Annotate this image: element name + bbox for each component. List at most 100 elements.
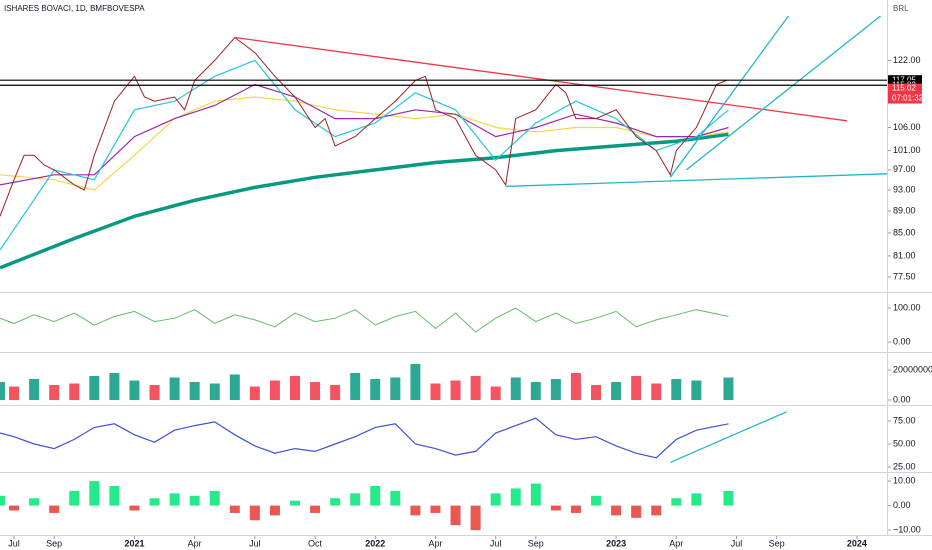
histogram-bar bbox=[289, 500, 300, 506]
histogram-bar bbox=[410, 505, 421, 516]
volume-bar bbox=[570, 372, 581, 401]
trend-line bbox=[669, 16, 790, 178]
series-line bbox=[0, 417, 729, 459]
histogram-bar bbox=[510, 488, 521, 506]
y-tick-label: 85.00 bbox=[893, 227, 916, 237]
x-tick-label: 2023 bbox=[606, 538, 626, 548]
histogram-bar bbox=[0, 495, 5, 506]
volume-bar bbox=[671, 379, 682, 401]
price-tag-label: 115.02 bbox=[892, 84, 916, 93]
y-tick-label: 97.00 bbox=[893, 164, 916, 174]
y-tick-label: 20000000.00 bbox=[893, 364, 932, 374]
volume-bar bbox=[430, 383, 441, 401]
x-tick-label: Sep bbox=[46, 538, 62, 548]
series-line bbox=[0, 96, 729, 191]
y-tick-label: 77.50 bbox=[893, 271, 916, 281]
volume-bar bbox=[350, 372, 361, 401]
trend-line bbox=[685, 16, 882, 171]
histogram-bar bbox=[229, 505, 240, 513]
volume-bar bbox=[169, 377, 180, 401]
histogram-bar bbox=[149, 498, 160, 506]
histogram-bar bbox=[631, 505, 642, 518]
volume-bar bbox=[249, 386, 260, 401]
x-tick-label: Oct bbox=[308, 538, 323, 548]
histogram-bar bbox=[723, 490, 734, 506]
x-tick-label: Jul bbox=[8, 538, 20, 548]
volume-bar bbox=[49, 385, 60, 401]
trend-line bbox=[670, 411, 787, 464]
y-tick-label: 0.00 bbox=[893, 394, 911, 404]
series-line bbox=[0, 307, 729, 333]
histogram-bar bbox=[570, 505, 581, 513]
x-tick-label: Sep bbox=[769, 538, 785, 548]
volume-bar bbox=[269, 380, 280, 401]
x-tick-label: Sep bbox=[528, 538, 544, 548]
volume-bar bbox=[89, 375, 100, 401]
chart-title: ISHARES BOVACI, 1D, BMFBOVESPA bbox=[4, 4, 145, 13]
trend-line bbox=[505, 173, 887, 188]
histogram-bar bbox=[450, 505, 461, 526]
volume-bar bbox=[189, 382, 200, 401]
x-tick-label: Apr bbox=[188, 538, 202, 548]
volume-bar bbox=[530, 382, 541, 401]
y-tick-label: 50.00 bbox=[893, 438, 916, 448]
volume-bar bbox=[109, 372, 120, 401]
volume-bar bbox=[470, 375, 481, 401]
volume-bar bbox=[0, 382, 5, 401]
volume-bar bbox=[29, 379, 40, 401]
histogram-bar bbox=[169, 493, 180, 506]
volume-bar bbox=[9, 386, 20, 401]
x-tick-label: 2021 bbox=[124, 538, 144, 548]
volume-bar bbox=[591, 385, 602, 401]
volume-bar bbox=[330, 385, 341, 401]
histogram-bar bbox=[470, 505, 481, 531]
histogram-bar bbox=[9, 505, 20, 511]
x-tick-label: Jul bbox=[249, 538, 261, 548]
y-tick-label: 25.00 bbox=[893, 461, 916, 471]
volume-bar bbox=[289, 375, 300, 401]
volume-bar bbox=[370, 379, 381, 401]
y-tick-label: 0.00 bbox=[893, 500, 911, 510]
volume-bar bbox=[510, 377, 521, 401]
currency: BRL bbox=[893, 4, 909, 13]
volume-bar bbox=[450, 380, 461, 401]
histogram-bar bbox=[691, 493, 702, 506]
x-tick-label: 2024 bbox=[847, 538, 867, 548]
histogram-bar bbox=[591, 495, 602, 506]
histogram-bar bbox=[269, 505, 280, 516]
volume-bar bbox=[229, 374, 240, 401]
volume-bar bbox=[490, 386, 501, 401]
histogram-bar bbox=[530, 483, 541, 506]
histogram-bar bbox=[550, 505, 561, 511]
histogram-bar bbox=[370, 485, 381, 506]
histogram-bar bbox=[490, 493, 501, 506]
price-tag-label: 117.05 bbox=[892, 75, 916, 84]
histogram-bar bbox=[611, 505, 622, 516]
price-tag bbox=[888, 75, 922, 86]
volume-bar bbox=[129, 380, 140, 401]
volume-bar bbox=[691, 380, 702, 401]
histogram-bar bbox=[189, 495, 200, 506]
x-tick-label: Apr bbox=[669, 538, 683, 548]
histogram-bar bbox=[109, 485, 120, 506]
y-tick-label: 81.00 bbox=[893, 250, 916, 260]
histogram-bar bbox=[129, 505, 140, 511]
histogram-bar bbox=[69, 490, 80, 506]
y-tick-label: 75.00 bbox=[893, 415, 916, 425]
y-tick-label: 0.00 bbox=[893, 336, 911, 346]
y-tick-label: 89.00 bbox=[893, 205, 916, 215]
volume-bar bbox=[651, 383, 662, 401]
histogram-bar bbox=[310, 505, 321, 513]
volume-bar bbox=[310, 382, 321, 401]
volume-bar bbox=[209, 383, 220, 401]
y-tick-label: 106.00 bbox=[893, 122, 921, 132]
volume-bar bbox=[631, 375, 642, 401]
series-line bbox=[0, 132, 729, 270]
y-tick-label: 10.00 bbox=[893, 475, 916, 485]
x-tick-label: Apr bbox=[428, 538, 442, 548]
volume-bar bbox=[149, 385, 160, 401]
histogram-bar bbox=[249, 505, 260, 521]
histogram-bar bbox=[350, 493, 361, 506]
